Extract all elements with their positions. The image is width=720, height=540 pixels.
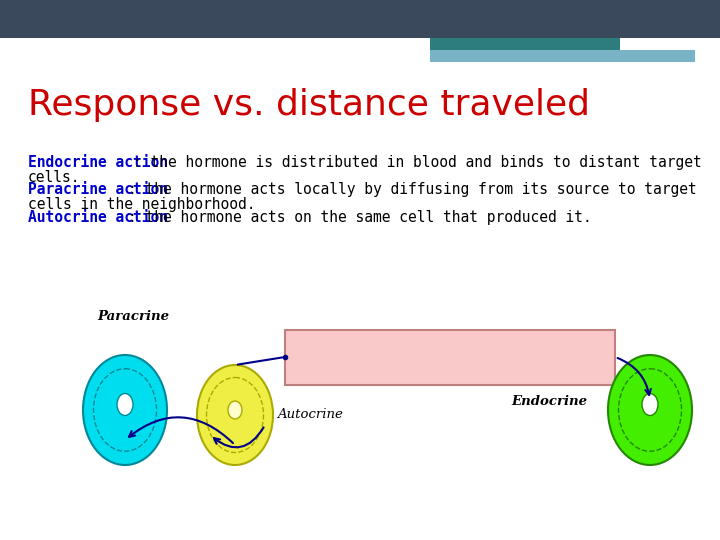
Text: cells in the neighborhood.: cells in the neighborhood. — [28, 197, 256, 212]
Bar — [430, 50, 695, 62]
Ellipse shape — [608, 355, 692, 465]
Text: Response vs. distance traveled: Response vs. distance traveled — [28, 88, 590, 122]
Ellipse shape — [83, 355, 167, 465]
Bar — [285, 330, 615, 385]
Ellipse shape — [642, 394, 658, 415]
Text: Endocrine action: Endocrine action — [28, 155, 168, 170]
Text: : the hormone acts on the same cell that produced it.: : the hormone acts on the same cell that… — [128, 210, 592, 225]
Ellipse shape — [94, 369, 156, 451]
Text: Autocrine action: Autocrine action — [28, 210, 168, 225]
Text: Endocrine: Endocrine — [511, 395, 588, 408]
Ellipse shape — [618, 369, 682, 451]
Ellipse shape — [117, 394, 133, 415]
Text: Autocrine: Autocrine — [277, 408, 343, 422]
Text: : the hormone acts locally by diffusing from its source to target: : the hormone acts locally by diffusing … — [128, 182, 697, 197]
Ellipse shape — [228, 401, 242, 419]
Bar — [430, 38, 620, 50]
Text: cells.: cells. — [28, 170, 81, 185]
Bar — [0, 0, 720, 38]
Text: Paracrine: Paracrine — [97, 310, 169, 323]
Ellipse shape — [197, 365, 273, 465]
Text: Paracrine action: Paracrine action — [28, 182, 168, 197]
Ellipse shape — [207, 377, 264, 453]
Text: : the hormone is distributed in blood and binds to distant target: : the hormone is distributed in blood an… — [133, 155, 702, 170]
